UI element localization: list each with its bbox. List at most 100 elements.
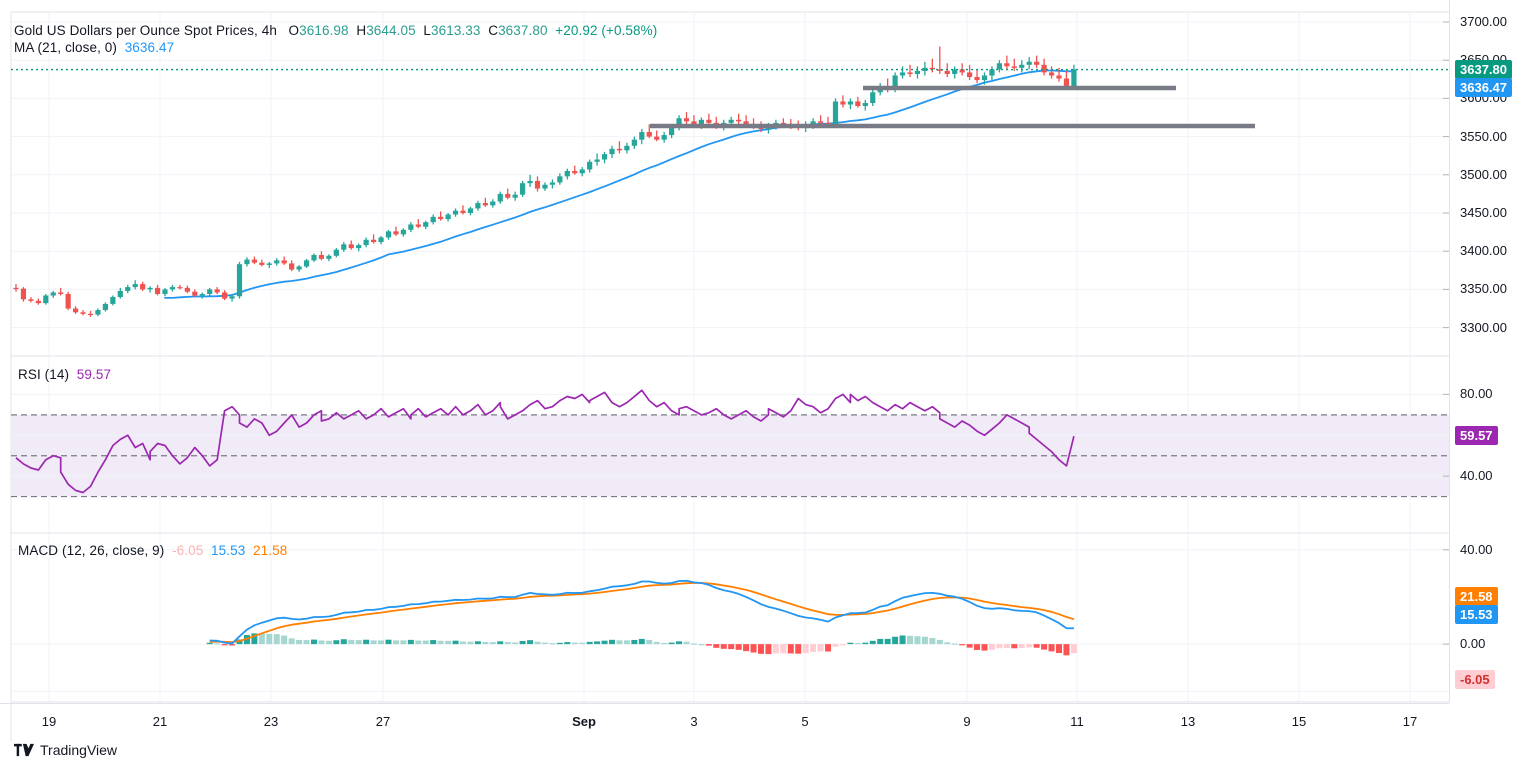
- macd-histogram-bar: [728, 644, 735, 650]
- candlestick: [542, 182, 548, 191]
- price-axis-tick: 3400.00: [1460, 243, 1507, 259]
- candlestick: [579, 167, 585, 177]
- macd-histogram-bar: [378, 640, 385, 645]
- price-axis-tick: 3550.00: [1460, 128, 1507, 144]
- macd-histogram-bar: [638, 638, 645, 645]
- rsi-indicator-label[interactable]: RSI (14): [18, 367, 70, 382]
- macd-histogram-bar: [944, 642, 951, 645]
- candlestick: [244, 257, 250, 267]
- time-scale[interactable]: 19 21 23 27 Sep 3 5 9 11 13 15 17: [0, 703, 1449, 742]
- candlestick: [601, 151, 608, 164]
- macd-histogram-bar: [303, 640, 310, 645]
- macd-histogram-bar: [892, 636, 899, 645]
- time-axis-tick: 9: [963, 714, 971, 729]
- candlestick: [981, 72, 988, 85]
- candlestick: [438, 211, 444, 221]
- macd-signal-value: 21.58: [253, 543, 288, 558]
- candlestick: [73, 306, 79, 314]
- last-price-badge[interactable]: 3637.80: [1455, 59, 1512, 79]
- macd-histogram-bar: [758, 644, 764, 654]
- time-axis-tick: 27: [375, 714, 391, 729]
- candlestick: [371, 234, 377, 244]
- candlestick: [922, 61, 928, 76]
- candlestick: [169, 284, 176, 292]
- candlestick: [497, 191, 503, 204]
- candlestick: [937, 46, 943, 74]
- macd-line-badge[interactable]: 15.53: [1455, 605, 1498, 624]
- symbol-title[interactable]: Gold US Dollars per Ounce Spot Prices, 4…: [14, 23, 277, 38]
- time-axis-tick: 15: [1291, 714, 1307, 729]
- candlestick: [840, 95, 846, 108]
- open-value: 3616.98: [299, 23, 349, 38]
- rsi-indicator-value: 59.57: [76, 367, 112, 382]
- macd-histogram-bar: [325, 640, 332, 645]
- time-axis-tick: 17: [1402, 714, 1418, 729]
- candlestick: [870, 89, 876, 107]
- candlestick: [475, 200, 481, 211]
- macd-histogram-bar: [735, 644, 742, 650]
- macd-histogram-bar: [698, 644, 705, 646]
- candlestick: [400, 228, 406, 237]
- macd-signal-badge[interactable]: 21.58: [1455, 587, 1498, 606]
- close-label: C: [488, 23, 499, 38]
- macd-histogram-bar: [512, 642, 519, 645]
- macd-histogram-bar: [333, 640, 340, 645]
- change-value: +20.92 (+0.58%): [555, 23, 658, 38]
- macd-histogram-bar: [474, 641, 481, 645]
- macd-indicator-label[interactable]: MACD (12, 26, close, 9): [18, 543, 165, 558]
- candlestick: [199, 292, 205, 299]
- candlestick: [572, 165, 578, 175]
- candlestick: [460, 205, 466, 215]
- macd-histogram-bar: [854, 642, 861, 645]
- macd-histogram-bar: [966, 644, 973, 648]
- macd-histogram-bar: [1026, 644, 1033, 648]
- macd-histogram-bar: [288, 638, 295, 645]
- rsi-legend: RSI (14) 59.57: [18, 366, 111, 383]
- macd-histogram-bar: [877, 638, 884, 645]
- candlestick: [452, 208, 459, 217]
- macd-histogram-bar: [460, 641, 466, 645]
- candlestick: [125, 284, 131, 294]
- macd-histogram-bar: [541, 642, 548, 645]
- macd-histogram-bar: [631, 639, 638, 645]
- macd-histogram-bar: [653, 641, 660, 645]
- macd-histogram-bar: [676, 641, 683, 645]
- macd-histogram-bar: [445, 640, 452, 645]
- price-scale[interactable]: 3700.003650.003600.003550.003500.003450.…: [1449, 0, 1536, 703]
- ma-price-badge[interactable]: 3636.47: [1455, 77, 1512, 97]
- candlestick: [177, 284, 183, 290]
- ma-indicator-label[interactable]: MA (21, close, 0): [14, 40, 117, 55]
- macd-histogram-bar: [914, 636, 921, 645]
- macd-histogram-bar: [862, 642, 869, 645]
- macd-histogram-bar: [482, 642, 489, 645]
- open-label: O: [288, 23, 300, 38]
- macd-histogram-bar: [422, 640, 429, 645]
- macd-histogram-bar: [832, 644, 839, 647]
- candlestick: [408, 222, 414, 233]
- candlestick: [102, 302, 108, 312]
- candlestick: [43, 293, 49, 305]
- candlestick: [28, 297, 34, 303]
- macd-axis-tick: 0.00: [1460, 636, 1486, 652]
- time-axis-tick: 21: [152, 714, 168, 729]
- macd-histogram-bar: [787, 644, 794, 654]
- candlestick: [274, 258, 280, 266]
- candlestick: [706, 113, 712, 126]
- macd-histogram-bar: [690, 643, 697, 645]
- rsi-axis-tick: 80.00: [1460, 386, 1493, 402]
- macd-histogram-bar: [318, 640, 325, 645]
- time-axis-tick: 13: [1180, 714, 1196, 729]
- time-axis-tick: 11: [1070, 714, 1084, 729]
- candlestick: [147, 286, 153, 293]
- macd-histogram-bar: [936, 639, 943, 645]
- macd-hist-badge[interactable]: -6.05: [1455, 670, 1495, 689]
- macd-histogram-bar: [407, 639, 414, 645]
- candlestick: [654, 130, 660, 142]
- candlestick: [534, 176, 541, 192]
- candlestick: [184, 285, 190, 294]
- rsi-value-badge[interactable]: 59.57: [1455, 426, 1498, 446]
- macd-histogram-bar: [959, 644, 966, 646]
- candlestick: [736, 113, 742, 125]
- macd-histogram-bar: [623, 640, 630, 645]
